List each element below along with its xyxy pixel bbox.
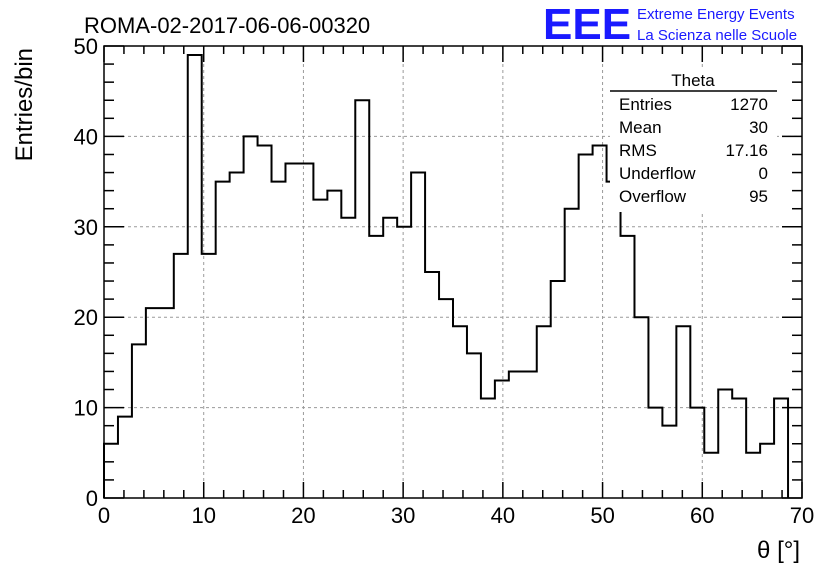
x-tick-label: 70 xyxy=(790,503,814,528)
x-tick-label: 30 xyxy=(391,503,415,528)
stats-row-label: RMS xyxy=(619,141,657,160)
x-tick-label: 40 xyxy=(491,503,515,528)
stats-row-value: 17.16 xyxy=(725,141,768,160)
y-tick-label: 50 xyxy=(74,34,98,59)
y-tick-labels: 0 10 20 30 40 50 xyxy=(74,34,98,511)
x-tick-label: 10 xyxy=(191,503,215,528)
y-axis-label: Entries/bin xyxy=(11,48,38,161)
x-tick-label: 20 xyxy=(291,503,315,528)
x-tick-label: 60 xyxy=(690,503,714,528)
x-tick-label: 0 xyxy=(98,503,110,528)
y-tick-label: 0 xyxy=(86,486,98,511)
logo-line-1: Extreme Energy Events xyxy=(637,6,795,23)
x-tick-labels: 0 10 20 30 40 50 60 70 xyxy=(98,503,814,528)
stats-row-label: Entries xyxy=(619,95,672,114)
stats-row-label: Overflow xyxy=(619,187,687,206)
stats-box-background xyxy=(610,68,777,212)
stats-box: Theta Entries 1270 Mean 30 RMS 17.16 Underflow… xyxy=(610,68,777,212)
y-tick-label: 40 xyxy=(74,124,98,149)
plot-frame xyxy=(103,45,803,499)
y-tick-label: 20 xyxy=(74,305,98,330)
chart-title: ROMA-02-2017-06-06-00320 xyxy=(84,13,370,38)
stats-rows: Entries 1270 Mean 30 RMS 17.16 Underflow 0 Overf… xyxy=(619,95,768,206)
logo-line-2: La Scienza nelle Scuole xyxy=(637,27,797,44)
histogram-line xyxy=(103,54,790,498)
stats-row-value: 1270 xyxy=(730,95,768,114)
x-axis-label: θ [°] xyxy=(757,537,800,564)
stats-row-label: Underflow xyxy=(619,164,696,183)
stats-title: Theta xyxy=(671,71,715,90)
eee-logo-mark: EEE xyxy=(543,0,631,49)
y-tick-label: 10 xyxy=(74,396,98,421)
eee-logo: EEE Extreme Energy Events La Scienza nel… xyxy=(543,0,797,49)
stats-row-label: Mean xyxy=(619,118,662,137)
stats-row-value: 95 xyxy=(749,187,768,206)
stats-row-value: 30 xyxy=(749,118,768,137)
stats-row-value: 0 xyxy=(759,164,768,183)
x-tick-label: 50 xyxy=(590,503,614,528)
y-tick-label: 30 xyxy=(74,215,98,240)
